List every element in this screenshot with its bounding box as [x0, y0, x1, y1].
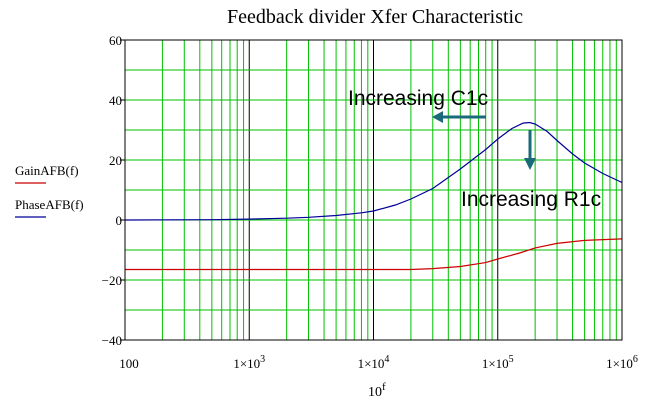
x-axis-label-base: 10: [368, 385, 382, 400]
annotation-r1c-text: Increasing R1c: [461, 188, 601, 211]
series-line-phase: [124, 121, 623, 221]
x-tick-label: 1×104: [358, 354, 390, 371]
legend-label-phase: PhaseAFB(f): [15, 197, 84, 212]
y-tick-label: 20: [109, 153, 122, 168]
x-tick-label: 1×105: [482, 354, 514, 371]
series-lines: [124, 121, 623, 271]
annotation-c1c-text: Increasing C1c: [348, 87, 488, 110]
y-tick-label: 60: [109, 33, 122, 48]
annotation-c1c: Increasing C1c: [348, 87, 488, 123]
x-axis-label-superscript: f: [382, 381, 386, 393]
chart-title: Feedback divider Xfer Characteristic: [227, 6, 523, 28]
y-tick-label: 0: [116, 213, 123, 228]
y-tick-label: −20: [102, 273, 122, 288]
x-tick-label: 1×103: [233, 354, 265, 371]
series-line-gain: [125, 238, 623, 271]
y-tick-labels: 60 40 20 0 −20 −40: [102, 33, 125, 348]
x-tick-label: 100: [119, 356, 139, 371]
plot-frame: [124, 39, 623, 341]
annotation-c1c-arrowhead: [432, 111, 443, 123]
x-tick-labels: 100 1×103 1×104 1×105 1×106: [119, 354, 638, 371]
annotation-r1c: Increasing R1c: [461, 130, 601, 211]
annotation-r1c-arrowhead: [524, 158, 536, 170]
y-tick-label: −40: [102, 333, 122, 348]
legend-label-gain: GainAFB(f): [15, 163, 79, 178]
x-axis-label: 10f: [368, 381, 386, 400]
legend: GainAFB(f) PhaseAFB(f): [15, 163, 84, 218]
y-tick-label: 40: [109, 93, 122, 108]
grid: [125, 40, 622, 340]
x-tick-label: 1×106: [606, 354, 638, 371]
